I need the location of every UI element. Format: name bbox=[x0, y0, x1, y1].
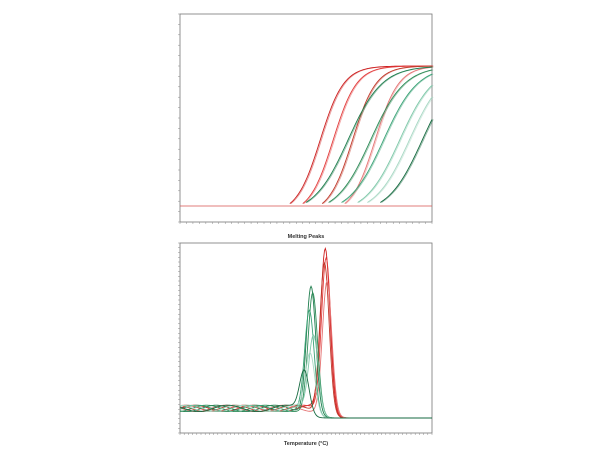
amplification-replicate-curve bbox=[368, 96, 434, 203]
amplification-curves bbox=[289, 65, 434, 204]
melt-curve bbox=[179, 369, 432, 419]
amplification-curve bbox=[380, 119, 433, 203]
amplification-replicate-curve bbox=[306, 66, 434, 203]
amplification-plot bbox=[178, 13, 434, 224]
amplification-replicate-curve bbox=[358, 84, 434, 203]
amplification-curve bbox=[344, 66, 433, 204]
amplification-replicate-curve bbox=[303, 65, 434, 204]
amplification-curve bbox=[321, 65, 433, 204]
melt-axis-ticks bbox=[178, 242, 433, 435]
amplification-curve bbox=[341, 73, 433, 203]
amplification-x-ticks bbox=[178, 13, 433, 224]
amplification-curve bbox=[302, 65, 433, 204]
melt-x-axis-label: Temperature (°C) bbox=[284, 441, 328, 447]
melt-curves bbox=[179, 246, 432, 419]
amplification-curve bbox=[357, 84, 433, 203]
amplification-plot-frame bbox=[179, 13, 433, 223]
amplification-replicate-curve bbox=[381, 119, 434, 203]
melt-chart-title: Melting Peaks bbox=[288, 234, 325, 240]
amplification-curve bbox=[305, 66, 433, 203]
amplification-curve bbox=[328, 69, 433, 203]
amplification-curve bbox=[367, 96, 433, 203]
amplification-replicate-curve bbox=[342, 73, 434, 203]
amplification-replicate-curve bbox=[329, 69, 434, 203]
melt-plot bbox=[178, 242, 433, 435]
amplification-replicate-curve bbox=[323, 65, 434, 204]
